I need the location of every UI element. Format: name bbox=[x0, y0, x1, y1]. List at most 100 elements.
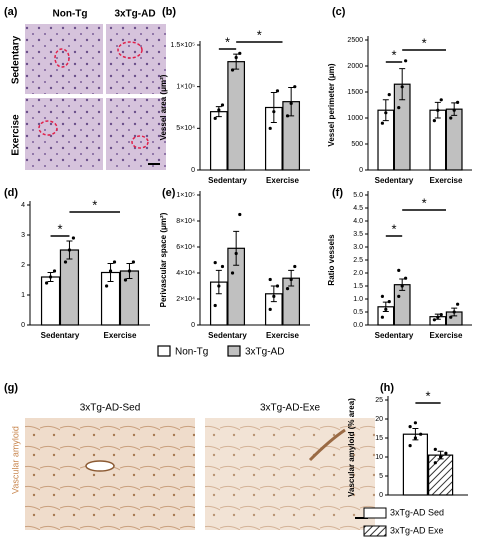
y-tick-label: 0 bbox=[379, 492, 383, 499]
bar bbox=[59, 249, 80, 326]
y-tick-label: 2000 bbox=[347, 63, 363, 70]
data-point bbox=[272, 110, 276, 114]
data-point bbox=[452, 310, 456, 314]
data-point bbox=[404, 276, 408, 280]
data-point bbox=[289, 277, 293, 282]
significance-label: * bbox=[225, 34, 230, 49]
data-point bbox=[289, 101, 293, 105]
data-point bbox=[387, 93, 391, 97]
y-tick-label: 5×10⁴ bbox=[176, 125, 195, 132]
y-tick-label: 1 bbox=[21, 292, 25, 299]
significance-label: * bbox=[391, 221, 396, 236]
y-tick-label: 10 bbox=[375, 454, 383, 461]
data-point bbox=[44, 281, 49, 285]
y-tick-label: 5 bbox=[379, 473, 383, 480]
micrograph bbox=[25, 98, 103, 170]
data-point bbox=[234, 251, 238, 256]
panel-label: (c) bbox=[332, 6, 346, 18]
data-point bbox=[213, 261, 217, 265]
data-point bbox=[293, 264, 297, 269]
significance-label: * bbox=[257, 27, 262, 42]
x-tick-label: Sedentary bbox=[41, 331, 80, 340]
x-tick-label: Exercise bbox=[266, 176, 299, 185]
data-point bbox=[220, 103, 225, 107]
panel-label: (a) bbox=[4, 6, 18, 18]
micrograph bbox=[205, 418, 375, 530]
row-label: Sedentary bbox=[11, 35, 22, 84]
panel-label: (f) bbox=[332, 187, 343, 199]
y-tick-label: 4.0 bbox=[353, 218, 363, 225]
y-tick-label: 8×10⁴ bbox=[176, 218, 195, 225]
significance-label: * bbox=[391, 47, 396, 62]
error-bar bbox=[233, 230, 240, 266]
data-point bbox=[433, 461, 437, 465]
data-point bbox=[449, 116, 453, 120]
data-point bbox=[213, 116, 217, 120]
data-point bbox=[397, 294, 401, 298]
error-bar bbox=[382, 99, 389, 122]
data-point bbox=[272, 294, 276, 298]
data-point bbox=[432, 318, 436, 322]
legend-label: 3xTg-AD Exe bbox=[390, 525, 444, 535]
y-tick-label: 1500 bbox=[347, 89, 363, 96]
column-label: 3xTg-AD bbox=[114, 9, 155, 20]
micrograph bbox=[25, 24, 103, 94]
significance-label: * bbox=[425, 388, 430, 403]
y-tick-label: 1.5×10⁵ bbox=[170, 42, 195, 49]
data-point bbox=[71, 236, 76, 240]
data-point bbox=[220, 264, 225, 269]
legend-label: Non-Tg bbox=[175, 347, 208, 358]
bar bbox=[40, 276, 61, 326]
legend-label: 3xTg-AD Sed bbox=[390, 507, 444, 517]
data-point bbox=[444, 451, 448, 455]
data-point bbox=[123, 278, 128, 282]
y-tick-label: 2500 bbox=[347, 37, 363, 44]
data-point bbox=[285, 114, 290, 118]
data-point bbox=[268, 277, 272, 282]
data-point bbox=[127, 269, 132, 273]
data-point bbox=[408, 425, 412, 429]
y-axis-label: Ratio vessels bbox=[327, 234, 336, 286]
bar bbox=[428, 454, 454, 496]
micrograph bbox=[106, 98, 166, 170]
data-point bbox=[217, 284, 221, 288]
data-point bbox=[67, 248, 72, 252]
side-label: Vascular amyloid bbox=[10, 426, 20, 494]
panel-label: (g) bbox=[4, 382, 18, 394]
data-point bbox=[48, 275, 53, 279]
y-tick-label: 0 bbox=[191, 167, 195, 174]
vessel bbox=[85, 460, 115, 472]
data-point bbox=[230, 271, 235, 275]
data-point bbox=[452, 108, 456, 112]
data-point bbox=[268, 126, 272, 130]
y-tick-label: 1×10⁵ bbox=[176, 192, 195, 199]
data-point bbox=[217, 108, 221, 112]
significance-label: * bbox=[92, 197, 97, 212]
y-tick-label: 4 bbox=[21, 202, 25, 209]
data-point bbox=[104, 284, 109, 288]
data-point bbox=[213, 303, 217, 308]
y-tick-label: 0 bbox=[359, 167, 363, 174]
data-point bbox=[384, 307, 388, 311]
data-point bbox=[52, 269, 57, 273]
panel-label: (h) bbox=[380, 382, 394, 394]
y-tick-label: 2×10⁴ bbox=[176, 296, 195, 303]
legend-label: 3xTg-AD bbox=[245, 347, 284, 358]
bar bbox=[209, 111, 228, 171]
y-tick-label: 4×10⁴ bbox=[176, 270, 195, 277]
data-point bbox=[413, 421, 417, 425]
data-point bbox=[432, 119, 436, 123]
y-axis-label: Perivascular space (μm²) bbox=[159, 212, 168, 307]
data-point bbox=[439, 455, 443, 459]
data-point bbox=[419, 432, 423, 436]
data-point bbox=[413, 436, 417, 440]
vessel-outline bbox=[117, 41, 143, 59]
data-point bbox=[268, 307, 272, 311]
vessel bbox=[308, 428, 346, 462]
column-label: Non-Tg bbox=[53, 9, 88, 20]
legend-swatch bbox=[227, 345, 241, 357]
data-point bbox=[397, 106, 401, 110]
x-tick-label: Sedentary bbox=[375, 331, 414, 340]
y-tick-label: 1.0 bbox=[353, 296, 363, 303]
